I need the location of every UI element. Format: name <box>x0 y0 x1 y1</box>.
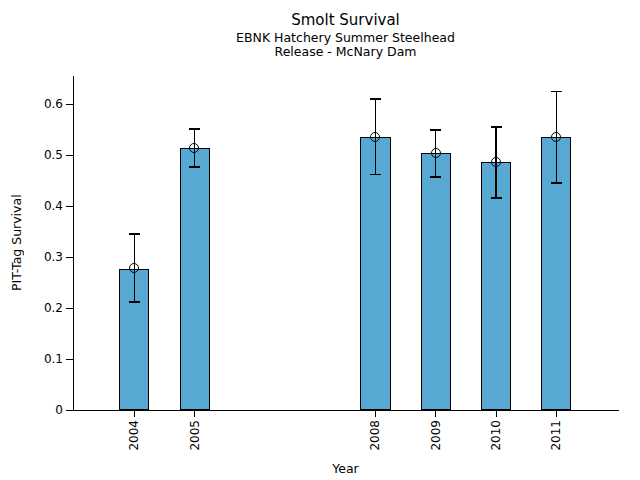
x-tick-mark <box>134 410 135 417</box>
error-bar-cap-top-2005 <box>189 128 200 130</box>
error-bar-cap-bottom-2004 <box>129 301 140 303</box>
x-tick-mark <box>556 410 557 417</box>
x-axis-label: Year <box>73 461 618 476</box>
error-bar-cap-top-2010 <box>491 126 502 128</box>
x-tick-label: 2011 <box>549 420 563 451</box>
error-bar-cap-bottom-2009 <box>430 176 441 178</box>
error-bar-cap-bottom-2005 <box>189 166 200 168</box>
x-tick-label: 2009 <box>429 420 443 451</box>
x-tick-mark <box>375 410 376 417</box>
y-tick-mark <box>66 308 73 309</box>
y-tick-label: 0 <box>21 403 63 418</box>
bar-2010 <box>481 162 511 410</box>
data-point-marker-2008 <box>370 132 380 142</box>
error-bar-cap-bottom-2011 <box>551 182 562 184</box>
y-tick-mark <box>66 104 73 105</box>
x-tick-label: 2010 <box>489 420 503 451</box>
error-bar-cap-top-2011 <box>551 91 562 93</box>
y-tick-label: 0.6 <box>21 97 63 112</box>
chart-subtitle-line1: EBNK Hatchery Summer Steelhead <box>73 31 618 45</box>
error-bar-cap-bottom-2010 <box>491 197 502 199</box>
y-tick-label: 0.1 <box>21 352 63 367</box>
y-tick-label: 0.3 <box>21 250 63 265</box>
bar-2005 <box>180 148 210 410</box>
y-tick-label: 0.2 <box>21 301 63 316</box>
error-bar-cap-bottom-2008 <box>370 174 381 176</box>
x-tick-mark <box>435 410 436 417</box>
y-tick-mark <box>66 155 73 156</box>
y-tick-mark <box>66 359 73 360</box>
x-tick-label: 2005 <box>188 420 202 451</box>
data-point-marker-2009 <box>431 148 441 158</box>
chart-subtitle-line2: Release - McNary Dam <box>73 45 618 59</box>
data-point-marker-2011 <box>551 132 561 142</box>
x-tick-mark <box>496 410 497 417</box>
bar-2008 <box>360 137 390 410</box>
chart-title: Smolt Survival <box>73 11 618 30</box>
figure: Smolt Survival EBNK Hatchery Summer Stee… <box>0 0 640 480</box>
y-tick-mark <box>66 257 73 258</box>
plot-area: 00.10.20.30.40.50.6200420052008200920102… <box>73 76 619 411</box>
error-bar-cap-top-2004 <box>129 233 140 235</box>
y-tick-label: 0.4 <box>21 199 63 214</box>
x-tick-mark <box>194 410 195 417</box>
x-tick-label: 2008 <box>368 420 382 451</box>
data-point-marker-2010 <box>491 157 501 167</box>
bar-2009 <box>421 153 451 410</box>
y-tick-label: 0.5 <box>21 148 63 163</box>
y-tick-mark <box>66 206 73 207</box>
x-tick-label: 2004 <box>127 420 141 451</box>
error-bar-cap-top-2009 <box>430 129 441 131</box>
y-tick-mark <box>66 410 73 411</box>
error-bar-cap-top-2008 <box>370 98 381 100</box>
